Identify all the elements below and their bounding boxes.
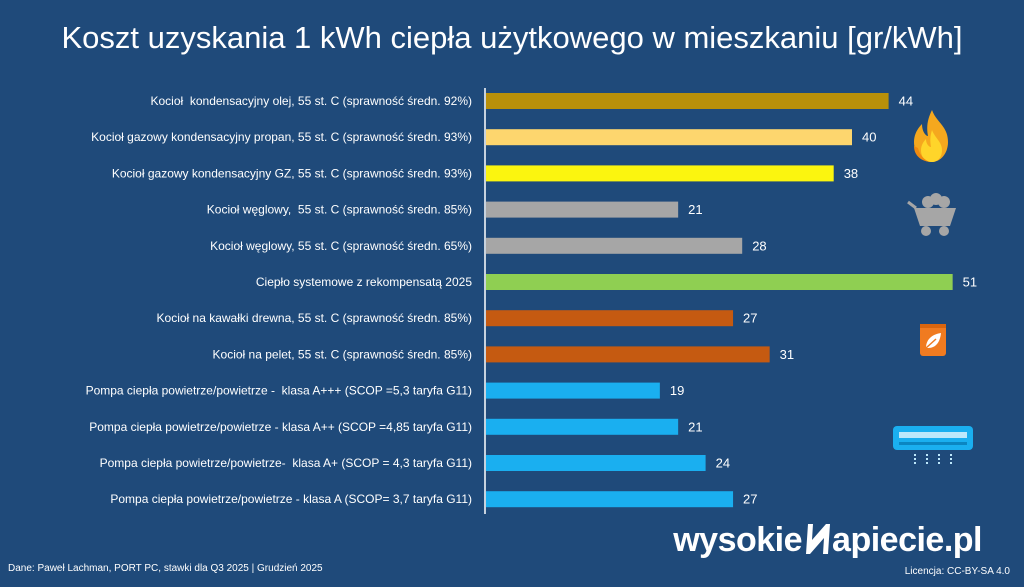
data-label: 40 (862, 130, 876, 145)
brand-logo: wysokie apiecie.pl (673, 521, 982, 560)
brand-text-right: apiecie.pl (832, 521, 982, 559)
bars-layer: Kocioł kondensacyjny olej, 55 st. C (spr… (86, 93, 977, 508)
bar (486, 201, 679, 218)
category-label: Kocioł węglowy, 55 st. C (sprawność śred… (207, 203, 472, 217)
category-label: Pompa ciepła powietrze/powietrze - klasa… (89, 420, 472, 434)
coal-cart-icon (907, 193, 956, 236)
data-label: 21 (688, 202, 702, 217)
data-label: 44 (899, 94, 913, 109)
bar (486, 382, 660, 399)
bar (486, 491, 734, 508)
data-label: 51 (963, 275, 977, 290)
bar (486, 274, 953, 290)
license-note: Licencja: CC-BY-SA 4.0 (904, 566, 1010, 577)
category-label: Kocioł gazowy kondensacyjny GZ, 55 st. C… (112, 166, 472, 180)
data-label: 27 (743, 311, 757, 326)
category-label: Kocioł węglowy, 55 st. C (sprawność śred… (210, 239, 472, 253)
data-label: 31 (780, 347, 794, 362)
category-label: Kocioł gazowy kondensacyjny propan, 55 s… (91, 130, 472, 144)
flame-icon (914, 110, 948, 162)
category-label: Pompa ciepła powietrze/powietrze - klasa… (110, 492, 472, 506)
data-label: 28 (752, 238, 766, 253)
bar (486, 310, 734, 327)
pellet-bag-icon (920, 324, 946, 356)
data-label: 21 (688, 419, 702, 434)
air-conditioner-icon (893, 426, 973, 464)
category-label: Pompa ciepła powietrze/powietrze- klasa … (100, 456, 472, 470)
bar (486, 418, 679, 435)
data-label: 24 (716, 456, 730, 471)
bar (486, 237, 743, 254)
data-label: 19 (670, 383, 684, 398)
bar (486, 165, 834, 182)
data-label: 27 (743, 492, 757, 507)
chart-title: Koszt uzyskania 1 kWh ciepła użytkowego … (61, 20, 963, 55)
lightning-bolt-icon (806, 524, 831, 554)
category-label: Kocioł na pelet, 55 st. C (sprawność śre… (213, 347, 472, 361)
data-label: 38 (844, 166, 858, 181)
bar (486, 346, 770, 363)
bar (486, 129, 852, 146)
category-label: Kocioł na kawałki drewna, 55 st. C (spra… (157, 311, 472, 325)
category-label: Kocioł kondensacyjny olej, 55 st. C (spr… (151, 94, 473, 108)
bar (486, 455, 706, 471)
data-source-note: Dane: Paweł Lachman, PORT PC, stawki dla… (8, 563, 323, 574)
bar (486, 93, 889, 109)
brand-text-left: wysokie (673, 521, 803, 559)
category-label: Pompa ciepła powietrze/powietrze - klasa… (86, 384, 472, 398)
category-label: Ciepło systemowe z rekompensatą 2025 (256, 275, 472, 289)
